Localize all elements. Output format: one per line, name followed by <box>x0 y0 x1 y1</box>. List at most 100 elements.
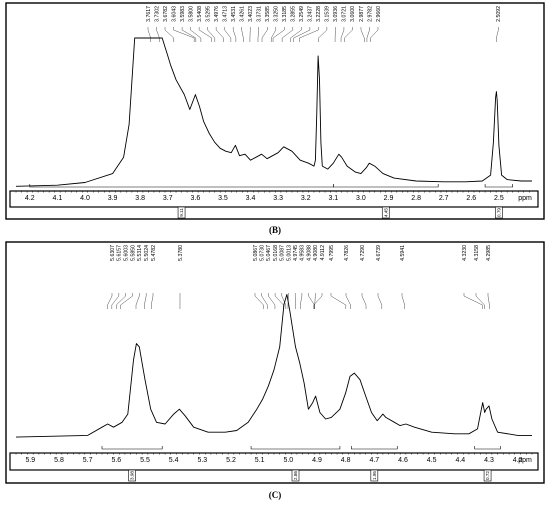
peak-connector <box>181 27 197 42</box>
peak-connector <box>261 27 268 42</box>
peak-connector <box>344 27 353 42</box>
peak-label: 3.5983 <box>180 6 186 22</box>
x-tick-label: 5.6 <box>111 457 121 464</box>
peak-label: 3.0936 <box>333 6 339 22</box>
x-axis-label: ppm <box>518 195 532 202</box>
spectrum-panel-b: 4.2 4.1 4.0 3.9 3.8 3.7 3.6 3.5 3.4 3.3 3.2 3.1 3.0 2… <box>5 2 545 220</box>
x-tick-label: 3.5 <box>218 195 228 202</box>
x-tick-label: 5.7 <box>83 457 93 464</box>
peak-label: 3.3585 <box>265 6 271 22</box>
peak-label: 5.6157 <box>117 245 123 261</box>
x-tick-label: 4.7 <box>369 457 379 464</box>
peak-label: 4.7290 <box>360 245 366 261</box>
integral-value: 0.79 <box>496 208 501 217</box>
peak-label: 5.0013 <box>286 245 292 261</box>
peak-connector <box>318 27 328 42</box>
peak-connector <box>198 27 212 42</box>
integral-bracket <box>351 446 398 450</box>
peak-label: 3.5295 <box>205 6 211 22</box>
peak-connector <box>215 27 224 42</box>
integral-bracket <box>101 446 163 450</box>
x-tick-label: 5.3 <box>197 457 207 464</box>
peak-connector <box>111 293 120 309</box>
peak-connector <box>190 27 202 42</box>
x-tick-label: 3.2 <box>301 195 311 202</box>
peak-connector <box>314 293 316 309</box>
peak-label: 3.3185 <box>282 6 288 22</box>
x-tick-label: 2.6 <box>466 195 476 202</box>
peak-connector <box>272 27 285 42</box>
peak-connector <box>366 27 370 42</box>
x-axis-label: ppm <box>518 457 532 464</box>
x-tick-label: 3.7 <box>163 195 173 202</box>
peak-label: 2.9660 <box>376 6 382 22</box>
peak-connector <box>313 293 323 309</box>
peak-label: 4.9088 <box>306 245 312 261</box>
peak-connector <box>164 27 174 42</box>
peak-label: 2.9782 <box>367 6 373 22</box>
peak-connector <box>135 293 140 309</box>
x-tick-label: 4.2 <box>25 195 35 202</box>
x-tick-label: 3.6 <box>190 195 200 202</box>
x-tick-label: 5.9 <box>25 457 35 464</box>
peak-label: 5.6307 <box>110 245 116 261</box>
peak-label: 5.5314 <box>137 245 143 261</box>
peak-label: 3.2228 <box>316 6 322 22</box>
integral-box <box>128 469 136 482</box>
panel-label-c: (C) <box>269 490 282 500</box>
peak-label: 3.4261 <box>240 6 246 22</box>
peak-connector <box>151 293 154 309</box>
x-tick-label: 3.0 <box>356 195 366 202</box>
peak-label: 3.4976 <box>214 6 220 22</box>
x-tick-label: 5.4 <box>169 457 179 464</box>
x-tick-label: 4.5 <box>427 457 437 464</box>
peak-label: 4.7826 <box>344 245 350 261</box>
peak-label: 3.7617 <box>146 6 152 22</box>
peak-label: 3.4531 <box>231 6 237 22</box>
peak-label: 5.0730 <box>260 245 266 261</box>
peak-label: 4.6739 <box>376 245 382 261</box>
spectrum-trace <box>15 37 532 187</box>
peak-label: 5.0087 <box>280 245 286 261</box>
peak-label: 5.4782 <box>151 245 157 261</box>
integral-value: 0.72 <box>485 471 490 480</box>
spectrum-panel-c: 5.9 5.8 5.7 5.6 5.5 5.4 5.3 5.2 5.1 5.0 4.9 4.8 4.7 4… <box>5 241 545 484</box>
integral-value: 9.11 <box>179 208 184 217</box>
peak-connector <box>287 293 289 309</box>
peak-label: 4.2985 <box>486 245 492 261</box>
peak-label: 3.7302 <box>154 6 160 22</box>
integral-box <box>381 206 390 219</box>
peak-label: 3.0721 <box>342 6 348 22</box>
integral-bracket <box>474 446 501 450</box>
peak-label: 3.6782 <box>163 6 169 22</box>
peak-connector <box>224 27 232 42</box>
peak-connector <box>107 293 113 309</box>
integral-value: 4.45 <box>383 208 388 217</box>
integral-box <box>370 469 379 482</box>
peak-connector <box>496 27 499 42</box>
x-tick-label: 3.3 <box>273 195 283 202</box>
x-tick-label: 4.1 <box>53 195 63 202</box>
x-tick-label: 3.8 <box>135 195 145 202</box>
peak-connector <box>308 293 315 309</box>
x-tick-label: 2.8 <box>411 195 421 202</box>
peak-connector <box>281 293 287 309</box>
peak-connector <box>370 27 379 42</box>
peak-label: 4.3230 <box>462 245 468 261</box>
peak-connector <box>401 293 405 309</box>
x-tick-label: 2.9 <box>384 195 394 202</box>
peak-connector <box>487 293 490 309</box>
x-tick-label: 2.5 <box>494 195 504 202</box>
peak-label: 4.3158 <box>474 245 480 261</box>
peak-connector <box>361 293 367 309</box>
peak-connector <box>254 293 264 309</box>
integral-box <box>177 206 186 219</box>
peak-connector <box>377 293 382 309</box>
integral-box <box>291 469 300 482</box>
integral-value: 3.98 <box>130 471 135 480</box>
peak-label: 3.6043 <box>171 6 177 22</box>
peak-label: 4.9583 <box>300 245 306 261</box>
peak-connector <box>360 27 365 42</box>
peak-connector <box>300 293 303 309</box>
peak-connector <box>345 293 351 309</box>
